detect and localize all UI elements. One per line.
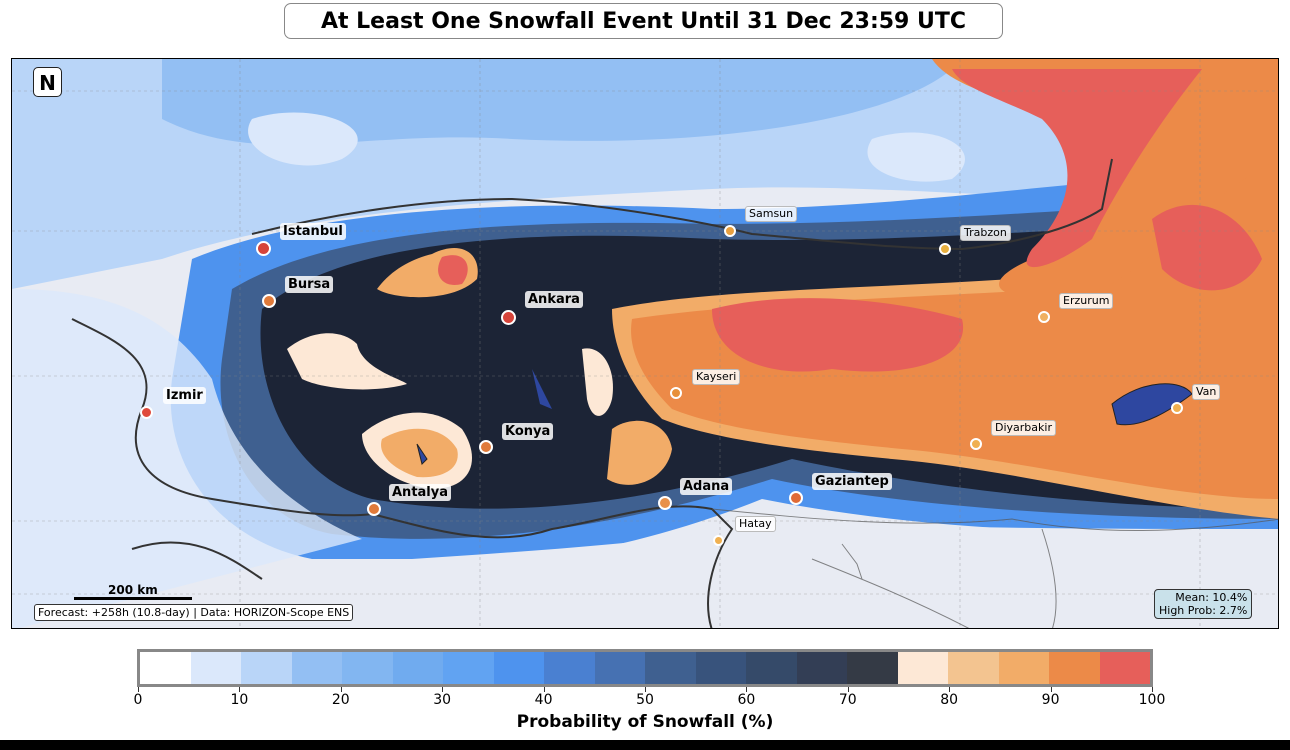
city-marker-istanbul[interactable]: [256, 241, 271, 256]
colorbar-bin-18: [1049, 652, 1100, 684]
colorbar-tick-label: 80: [940, 692, 959, 708]
colorbar: [137, 649, 1153, 687]
city-marker-van[interactable]: [1171, 402, 1183, 414]
colorbar-bin-12: [746, 652, 797, 684]
colorbar-bin-14: [847, 652, 898, 684]
colorbar-tick-label: 50: [636, 692, 654, 708]
city-label-istanbul: Istanbul: [280, 223, 346, 240]
colorbar-bin-19: [1099, 652, 1150, 684]
colorbar-bin-1: [190, 652, 241, 684]
bottom-border: [0, 740, 1290, 750]
city-label-izmir: Izmir: [163, 387, 206, 404]
stats-box: Mean: 10.4% High Prob: 2.7%: [1154, 589, 1253, 619]
scale-bar-label: 200 km: [108, 583, 158, 597]
city-marker-hatay[interactable]: [713, 535, 724, 546]
colorbar-tick: [239, 687, 241, 692]
north-arrow: N: [33, 67, 62, 97]
city-label-kayseri: Kayseri: [692, 369, 741, 385]
colorbar-bin-16: [948, 652, 999, 684]
city-label-konya: Konya: [502, 423, 554, 440]
city-label-adana: Adana: [680, 478, 733, 495]
forecast-info: Forecast: +258h (10.8-day) | Data: HORIZ…: [34, 604, 354, 621]
city-label-erzurum: Erzurum: [1059, 293, 1114, 309]
city-label-diyarbakir: Diyarbakir: [991, 420, 1056, 436]
city-label-antalya: Antalya: [389, 484, 452, 501]
colorbar-tick: [645, 687, 646, 692]
colorbar-tick-label: 10: [230, 692, 249, 708]
city-label-ankara: Ankara: [525, 291, 583, 308]
city-label-van: Van: [1192, 384, 1221, 400]
colorbar-tick-label: 0: [133, 692, 143, 708]
colorbar-tick-label: 90: [1041, 692, 1060, 708]
colorbar-tick: [746, 687, 748, 692]
colorbar-bin-0: [140, 652, 191, 684]
city-marker-samsun[interactable]: [724, 225, 736, 237]
colorbar-bin-13: [796, 652, 847, 684]
city-label-gaziantep: Gaziantep: [812, 473, 892, 490]
snowfall-probability-map[interactable]: N Istanbul Bursa Ankara Izmir Konya Anta…: [11, 58, 1279, 629]
city-marker-erzurum[interactable]: [1038, 311, 1050, 323]
city-marker-trabzon[interactable]: [939, 243, 951, 255]
mean-stat: Mean: 10.4%: [1175, 591, 1248, 604]
colorbar-tick: [1050, 687, 1052, 692]
colorbar-bin-8: [544, 652, 595, 684]
colorbar-bin-2: [241, 652, 292, 684]
city-label-samsun: Samsun: [745, 206, 798, 222]
colorbar-bin-10: [645, 652, 696, 684]
map-title: At Least One Snowfall Event Until 31 Dec…: [284, 3, 1003, 39]
colorbar-tick: [442, 687, 444, 692]
colorbar-tick: [1152, 687, 1153, 692]
colorbar-bin-7: [493, 652, 544, 684]
colorbar-bin-15: [897, 652, 948, 684]
city-label-bursa: Bursa: [285, 276, 334, 293]
colorbar-tick: [340, 687, 342, 692]
colorbar-tick-label: 30: [433, 692, 452, 708]
colorbar-tick-label: 60: [737, 692, 756, 708]
city-marker-antalya[interactable]: [367, 502, 381, 516]
colorbar-bin-6: [443, 652, 494, 684]
city-label-trabzon: Trabzon: [960, 225, 1011, 241]
colorbar-tick-label: 20: [331, 692, 350, 708]
colorbar-bin-11: [695, 652, 746, 684]
colorbar-bin-9: [594, 652, 645, 684]
city-marker-kayseri[interactable]: [670, 387, 682, 399]
city-marker-gaziantep[interactable]: [789, 491, 803, 505]
colorbar-tick-label: 100: [1138, 692, 1166, 708]
colorbar-tick: [543, 687, 545, 692]
scale-bar: [74, 597, 192, 600]
colorbar-label: Probability of Snowfall (%): [516, 712, 774, 732]
colorbar-bin-4: [342, 652, 393, 684]
city-marker-ankara[interactable]: [501, 310, 516, 325]
high-prob-stat: High Prob: 2.7%: [1159, 604, 1248, 617]
city-marker-diyarbakir[interactable]: [970, 438, 982, 450]
colorbar-tick-label: 70: [838, 692, 857, 708]
colorbar-bin-3: [291, 652, 342, 684]
probability-field: [12, 59, 1278, 628]
city-marker-konya[interactable]: [479, 440, 493, 454]
colorbar-tick: [847, 687, 849, 692]
city-marker-izmir[interactable]: [140, 406, 153, 419]
colorbar-tick: [138, 687, 139, 692]
city-marker-adana[interactable]: [658, 496, 672, 510]
city-label-hatay: Hatay: [735, 516, 776, 532]
colorbar-tick: [949, 687, 951, 692]
city-marker-bursa[interactable]: [262, 294, 276, 308]
colorbar-bin-17: [998, 652, 1049, 684]
colorbar-tick-label: 40: [534, 692, 553, 708]
colorbar-bin-5: [392, 652, 443, 684]
